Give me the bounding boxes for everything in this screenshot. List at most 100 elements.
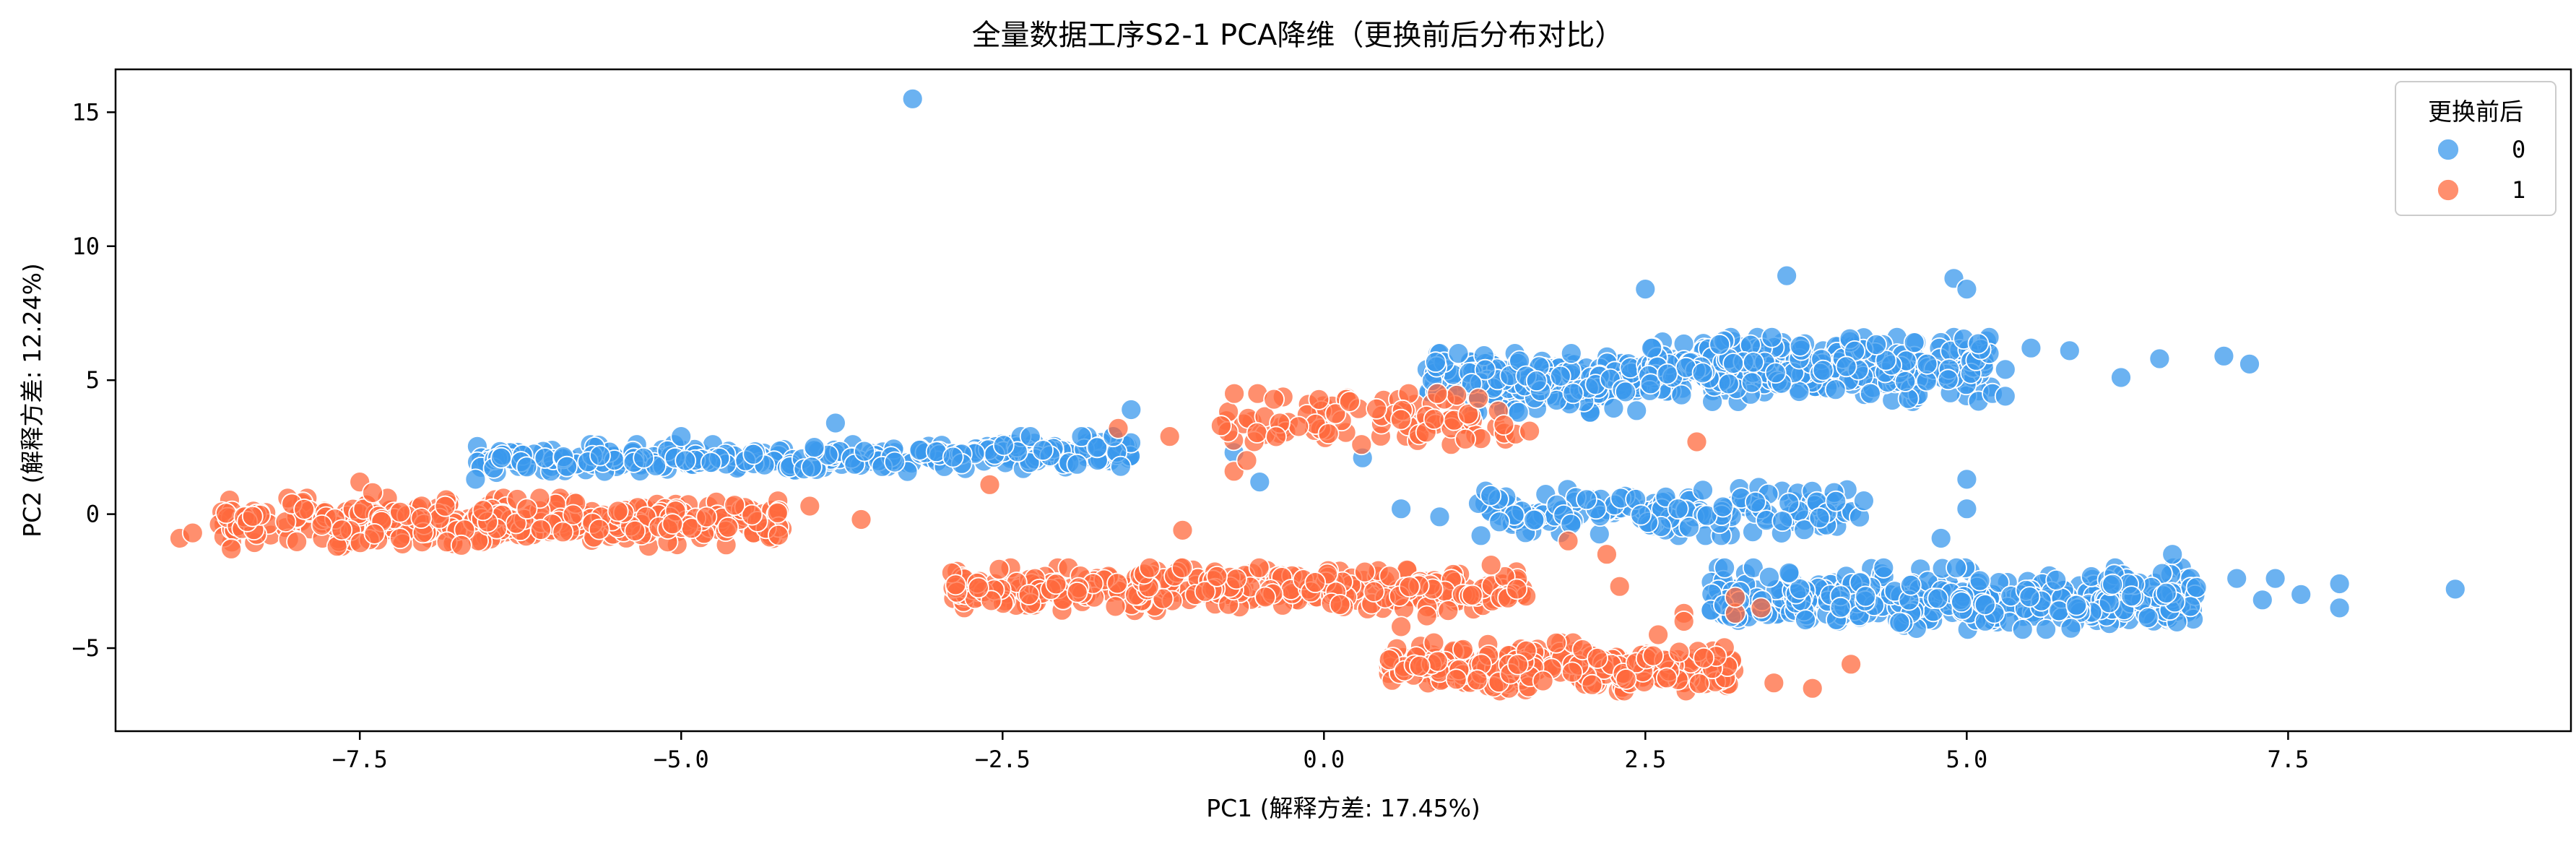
data-point <box>2060 617 2082 639</box>
data-point <box>410 507 433 529</box>
legend-label-1: 1 <box>2512 176 2525 204</box>
data-point <box>1639 373 1662 395</box>
data-point <box>362 482 383 504</box>
data-point <box>220 538 243 560</box>
data-point <box>1379 565 1401 587</box>
data-point <box>766 501 789 524</box>
data-point <box>1226 568 1247 590</box>
data-point <box>1532 670 1554 692</box>
data-point <box>1793 519 1816 541</box>
data-point <box>1428 506 1451 528</box>
data-point <box>1873 556 1895 579</box>
data-point <box>1824 379 1847 401</box>
data-point <box>1587 647 1608 669</box>
data-point <box>675 449 697 472</box>
data-point <box>1171 556 1193 579</box>
data-point <box>741 504 763 526</box>
data-point <box>1956 278 1978 301</box>
data-point <box>1104 595 1127 618</box>
data-point <box>1742 556 1764 579</box>
data-point <box>884 451 906 473</box>
data-point <box>799 495 821 517</box>
data-point <box>389 501 411 523</box>
legend-title: 更换前后 <box>2428 98 2523 126</box>
data-point <box>2185 577 2208 598</box>
x-tick-label: −2.5 <box>975 746 1031 773</box>
data-point <box>1763 672 1785 694</box>
data-point <box>1120 399 1142 420</box>
data-point <box>1454 428 1476 450</box>
data-point <box>1761 326 1783 348</box>
data-point <box>2065 594 2088 616</box>
data-point <box>1946 556 1967 579</box>
data-point <box>1236 449 1258 472</box>
data-point <box>1506 653 1529 676</box>
data-point <box>1248 556 1270 579</box>
data-point <box>854 440 875 462</box>
data-point <box>1452 638 1474 660</box>
data-point <box>331 519 353 541</box>
data-point <box>1641 337 1663 359</box>
data-point <box>988 558 1010 580</box>
data-point <box>1557 530 1579 552</box>
data-point <box>2011 618 2034 640</box>
data-point <box>1865 334 1888 355</box>
data-point <box>1655 667 1678 689</box>
data-point <box>1070 426 1093 447</box>
data-point <box>1778 492 1800 514</box>
x-axis: −7.5 −5.0 −2.5 0.0 2.5 5.0 7.5 <box>332 731 2309 773</box>
data-point <box>363 523 386 545</box>
data-point <box>1288 415 1310 438</box>
x-tick-label: −7.5 <box>332 746 388 773</box>
data-point <box>1263 388 1285 410</box>
data-point <box>1835 355 1857 378</box>
data-point <box>1956 498 1978 520</box>
data-point <box>1206 566 1228 587</box>
data-point <box>1829 596 1852 618</box>
data-point <box>1974 594 1996 616</box>
data-point <box>241 505 264 527</box>
data-point <box>1409 655 1431 677</box>
data-point <box>1158 426 1181 447</box>
data-point <box>1630 504 1652 526</box>
data-point <box>1457 403 1480 425</box>
data-point <box>1488 511 1511 533</box>
data-point <box>1106 572 1128 595</box>
data-point <box>1560 342 1582 365</box>
data-point <box>450 534 472 556</box>
data-point <box>695 506 718 528</box>
data-point <box>2137 607 2159 629</box>
data-point <box>1801 677 1823 699</box>
data-point <box>992 434 1015 457</box>
data-point <box>1634 278 1657 301</box>
data-point <box>1916 353 1938 375</box>
data-point <box>464 468 487 491</box>
data-point <box>1744 491 1766 513</box>
data-point <box>1045 573 1067 595</box>
data-point <box>1888 611 1911 634</box>
legend-box <box>2395 81 2557 216</box>
data-point <box>2155 582 2177 604</box>
points-layer <box>169 87 2466 702</box>
data-point <box>1467 387 1489 410</box>
data-point <box>1446 384 1468 406</box>
data-point <box>1840 653 1862 676</box>
data-point <box>1626 400 1648 422</box>
data-point <box>516 456 538 478</box>
data-point <box>534 447 556 469</box>
y-tick-label: 15 <box>71 98 100 126</box>
data-point <box>1425 351 1447 374</box>
data-point <box>1549 365 1571 387</box>
data-point <box>1210 415 1232 437</box>
data-point <box>2148 348 2171 370</box>
data-point <box>1967 332 1990 355</box>
data-point <box>2110 366 2132 389</box>
data-point <box>1956 468 1978 491</box>
data-point <box>1152 587 1174 610</box>
data-point <box>1324 402 1347 425</box>
data-point <box>1194 580 1216 603</box>
x-tick-label: 2.5 <box>1624 746 1666 773</box>
legend-marker-1 <box>2437 178 2460 202</box>
